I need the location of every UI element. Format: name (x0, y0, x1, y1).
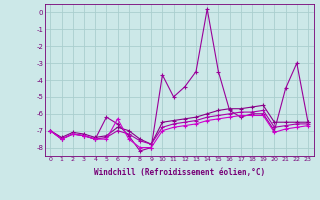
X-axis label: Windchill (Refroidissement éolien,°C): Windchill (Refroidissement éolien,°C) (94, 168, 265, 177)
